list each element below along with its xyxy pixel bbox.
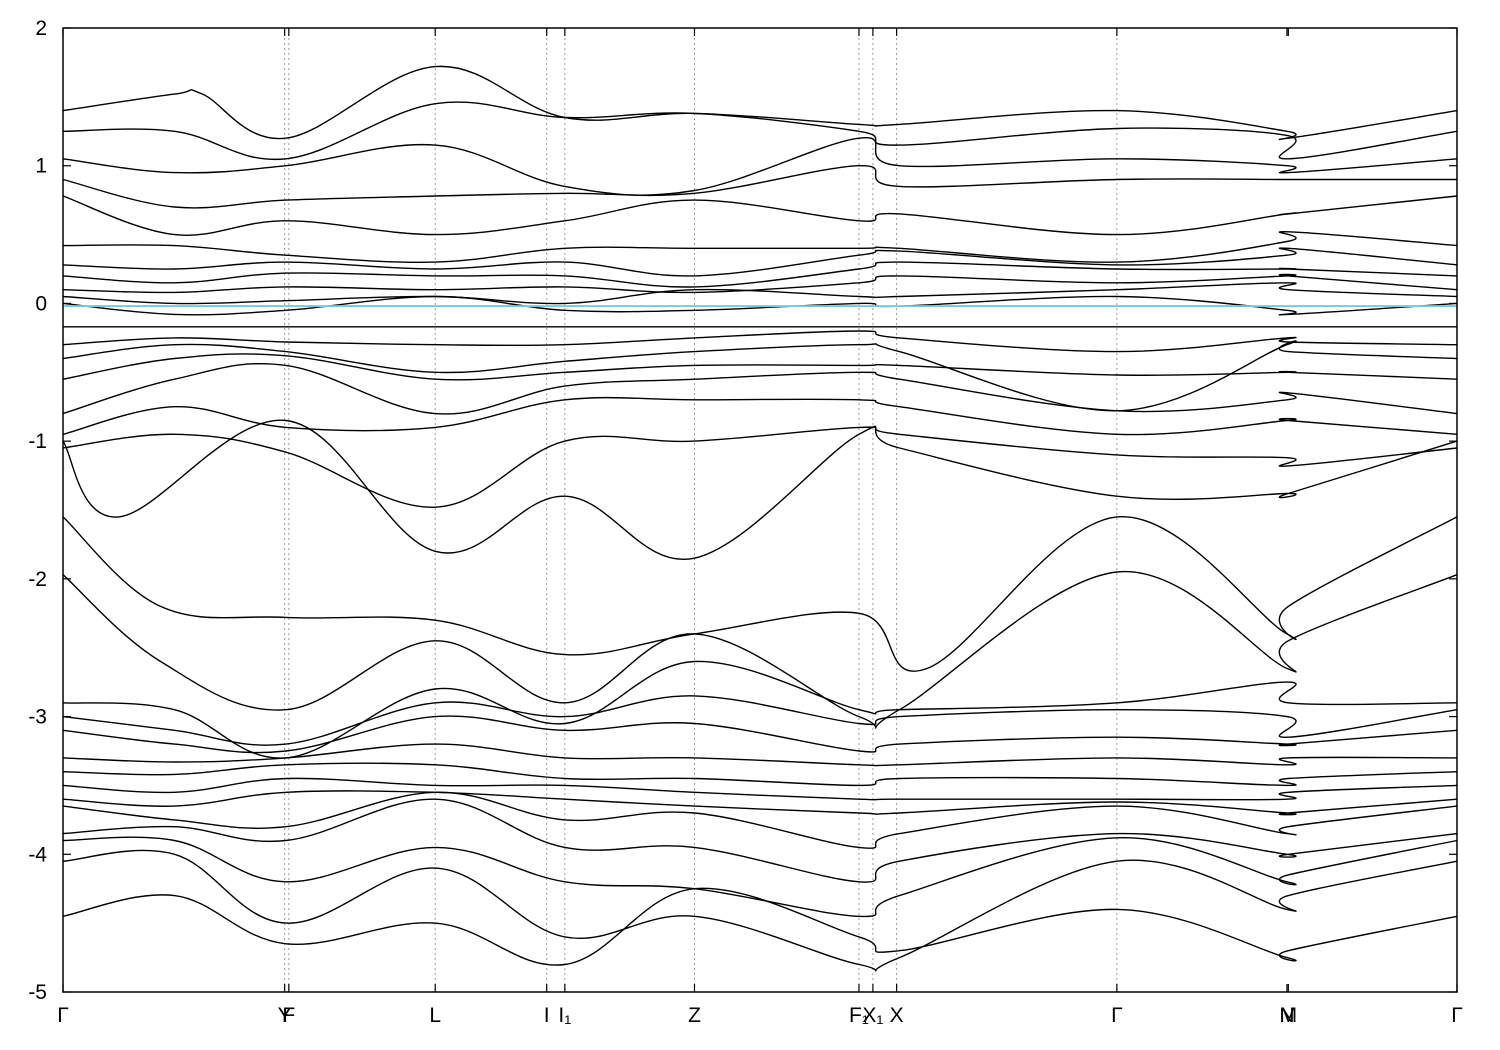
y-tick-label: 0	[35, 292, 47, 315]
x-tick-label: L	[429, 1004, 441, 1027]
band-line	[62, 516, 1458, 672]
band-line	[62, 362, 1458, 415]
y-tick-label: 1	[35, 155, 47, 178]
x-tick-label: Γ	[1451, 1004, 1463, 1027]
x-tick-label: N	[1279, 1004, 1294, 1027]
band-line	[62, 762, 1458, 787]
band-line	[62, 571, 1458, 729]
band-line	[62, 137, 1458, 196]
band-line	[62, 695, 1458, 746]
band-line	[62, 798, 1458, 883]
band-line	[62, 715, 1458, 754]
band-line	[62, 887, 1458, 966]
band-line	[62, 231, 1458, 263]
y-tick-label: -5	[28, 981, 47, 1004]
y-tick-label: -4	[28, 843, 47, 866]
band-line	[62, 660, 1458, 759]
band-line	[62, 195, 1458, 236]
kpoint-lines	[284, 28, 1118, 992]
band-line	[62, 65, 1458, 141]
band-line	[62, 396, 1458, 436]
band-line	[62, 419, 1458, 561]
x-tick-label: Y	[278, 1004, 292, 1027]
y-axis: -5 -4 -3 -2 -1 0 1 2	[28, 17, 1457, 1004]
band-line	[62, 743, 1458, 767]
band-line	[62, 273, 1458, 294]
y-tick-label: -1	[28, 430, 47, 453]
y-tick-label: -3	[28, 706, 47, 729]
x-tick-label: X	[890, 1004, 904, 1027]
band-line	[62, 791, 1458, 849]
band-line	[62, 836, 1458, 918]
x-tick-label: M	[1280, 1004, 1298, 1027]
x-tick-label: Γ	[1111, 1004, 1123, 1027]
x-tick-label: I₁	[558, 1004, 571, 1027]
band-line	[62, 295, 1458, 316]
x-tick-label: X₁	[862, 1004, 883, 1027]
x-tick-label: Γ	[57, 1004, 69, 1027]
x-tick-label: F	[282, 1004, 295, 1027]
y-tick-label: 2	[35, 17, 47, 40]
band-line	[62, 261, 1458, 288]
y-tick-label: -2	[28, 568, 47, 591]
band-line	[62, 777, 1458, 801]
band-line	[62, 101, 1458, 161]
band-line	[62, 330, 1458, 353]
band-line	[62, 426, 1458, 508]
x-tick-label: F₁	[849, 1004, 869, 1027]
band-line	[62, 790, 1458, 816]
x-tick-label: I	[544, 1004, 550, 1027]
band-lines	[62, 65, 1458, 972]
x-tick-label: Z	[688, 1004, 701, 1027]
band-line	[62, 849, 1458, 972]
band-line	[62, 282, 1458, 305]
band-line	[62, 164, 1457, 209]
band-line	[62, 353, 1458, 381]
band-line	[62, 247, 1458, 277]
plot-frame	[62, 27, 1458, 993]
